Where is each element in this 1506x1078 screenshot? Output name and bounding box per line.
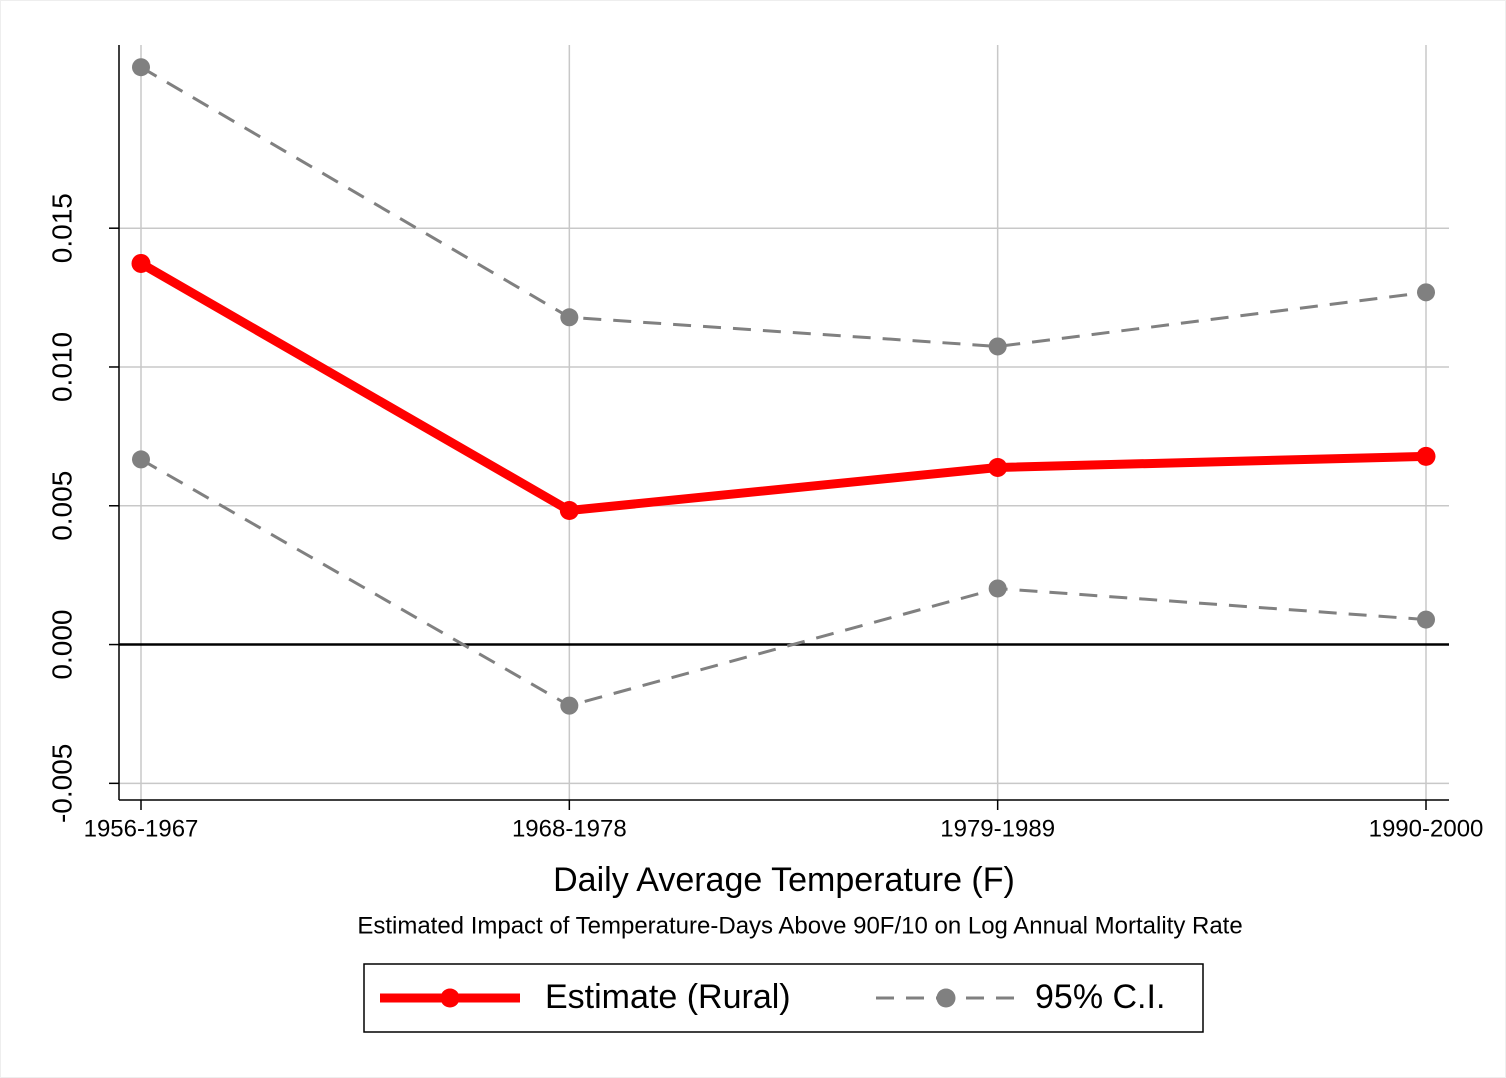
legend-marker [936,988,956,1008]
x-tick-label: 1990-2000 [1369,815,1484,842]
caption: Estimated Impact of Temperature-Days Abo… [357,912,1242,939]
point [559,500,579,520]
y-tick-label: 0.010 [46,332,77,402]
line [140,65,1427,348]
x-tick-label: 1968-1978 [512,815,627,842]
point [1417,283,1435,302]
point [132,58,150,77]
y-tick-label: -0.005 [46,744,77,823]
point [988,337,1007,356]
line [138,259,1427,515]
x-tick-label: 1956-1967 [84,815,199,842]
y-tick-label: 0.005 [46,471,77,541]
point [132,450,150,469]
legend-marker [440,988,460,1008]
legend-label: 95% C.I. [1035,978,1165,1016]
line [140,458,1427,708]
point [560,308,579,327]
point [988,579,1007,598]
x-axis-title: Daily Average Temperature (F) [553,861,1015,899]
x-tick-label: 1979-1989 [940,815,1055,842]
point [131,253,151,273]
y-tick-label: 0.015 [46,193,77,263]
point [1417,610,1435,629]
y-tick-label: 0.000 [46,610,77,680]
point [1416,446,1436,466]
point [988,457,1008,477]
legend-label: Estimate (Rural) [545,978,791,1016]
point [560,696,579,715]
